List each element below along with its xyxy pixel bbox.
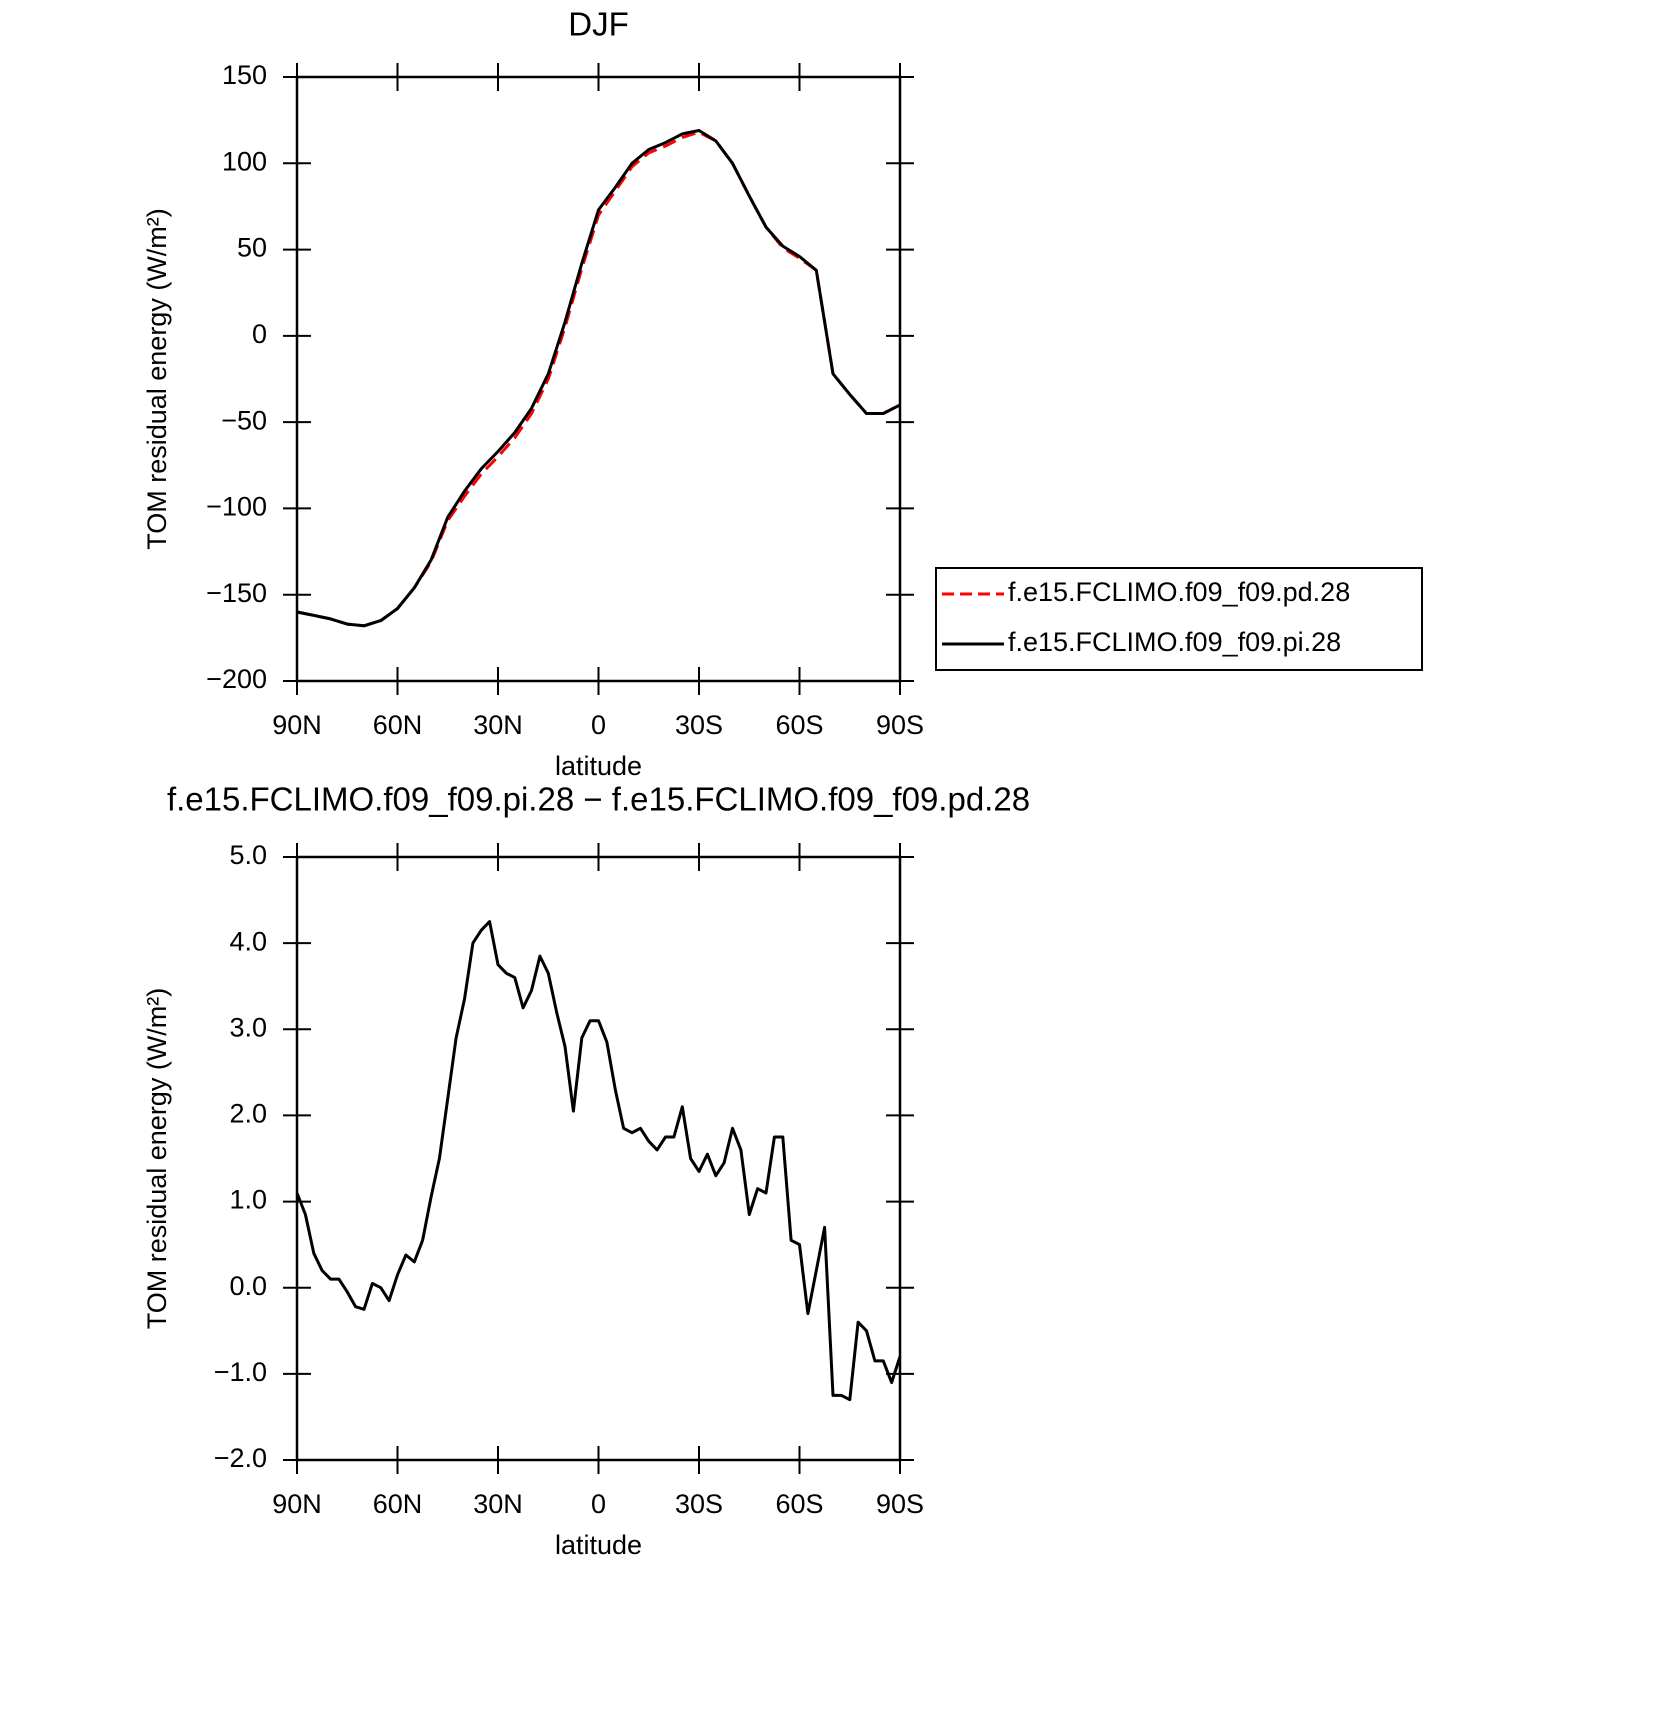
chart-title: DJF bbox=[568, 6, 629, 43]
y-axis-label: TOM residual energy (W/m²) bbox=[142, 988, 172, 1330]
x-tick-label: 90N bbox=[272, 1489, 322, 1519]
y-tick-label: 1.0 bbox=[229, 1185, 267, 1215]
x-tick-label: 90S bbox=[876, 710, 924, 740]
y-axis-label: TOM residual energy (W/m²) bbox=[142, 208, 172, 550]
y-tick-label: 5.0 bbox=[229, 840, 267, 870]
x-tick-label: 30S bbox=[675, 710, 723, 740]
x-tick-label: 60S bbox=[775, 1489, 823, 1519]
y-tick-label: 0.0 bbox=[229, 1271, 267, 1301]
x-tick-label: 60N bbox=[373, 710, 423, 740]
y-tick-label: −2.0 bbox=[214, 1443, 267, 1473]
series-line bbox=[296, 129, 901, 628]
chart-title: f.e15.FCLIMO.f09_f09.pi.28 − f.e15.FCLIM… bbox=[167, 781, 1030, 818]
x-axis-label: latitude bbox=[555, 1530, 642, 1560]
x-tick-label: 30N bbox=[473, 710, 523, 740]
legend-box bbox=[935, 567, 1423, 671]
legend-label: f.e15.FCLIMO.f09_f09.pd.28 bbox=[1008, 577, 1350, 607]
x-tick-label: 0 bbox=[591, 1489, 606, 1519]
y-tick-label: −100 bbox=[206, 492, 267, 522]
y-tick-label: 150 bbox=[222, 60, 267, 90]
x-tick-label: 90N bbox=[272, 710, 322, 740]
y-tick-label: −150 bbox=[206, 578, 267, 608]
y-tick-label: −200 bbox=[206, 664, 267, 694]
plot-frame bbox=[295, 75, 902, 683]
series-line bbox=[296, 130, 901, 628]
y-tick-label: 3.0 bbox=[229, 1012, 267, 1042]
y-tick-label: 4.0 bbox=[229, 926, 267, 956]
series-line bbox=[295, 920, 902, 1402]
y-tick-label: 100 bbox=[222, 146, 267, 176]
plot-frame bbox=[295, 855, 902, 1462]
y-tick-label: 2.0 bbox=[229, 1099, 267, 1129]
x-tick-label: 60N bbox=[373, 1489, 423, 1519]
x-tick-label: 30S bbox=[675, 1489, 723, 1519]
x-axis-label: latitude bbox=[555, 751, 642, 781]
x-tick-label: 30N bbox=[473, 1489, 523, 1519]
x-tick-label: 60S bbox=[775, 710, 823, 740]
y-tick-label: 50 bbox=[237, 233, 267, 263]
x-tick-label: 90S bbox=[876, 1489, 924, 1519]
y-tick-label: 0 bbox=[252, 319, 267, 349]
y-tick-label: −1.0 bbox=[214, 1357, 267, 1387]
x-tick-label: 0 bbox=[591, 710, 606, 740]
legend-label: f.e15.FCLIMO.f09_f09.pi.28 bbox=[1008, 627, 1341, 657]
y-tick-label: −50 bbox=[221, 405, 267, 435]
